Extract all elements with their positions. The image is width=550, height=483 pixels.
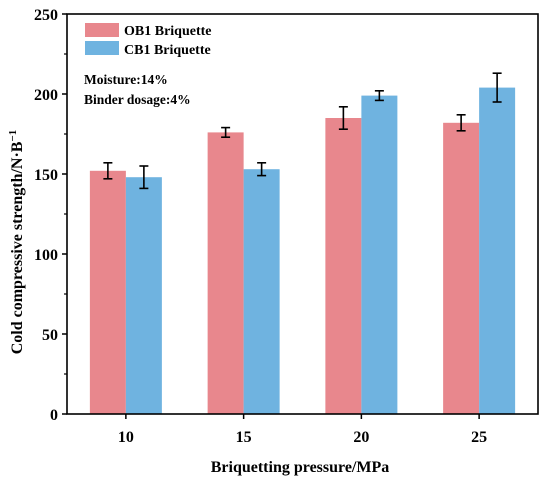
x-tick-label-25: 25 [471,429,487,446]
y-tick-label-100: 100 [34,247,58,264]
bar-ob1-15 [207,132,244,414]
bars-layer [89,87,516,415]
error-bar-ob1-15 [221,126,231,138]
error-bar-cb1-15 [257,162,267,177]
legend-label-ob1: OB1 Briquette [124,24,212,39]
bar-cb1-20 [361,95,398,414]
legend-label-cb1: CB1 Briquette [124,43,211,58]
y-tick-label-0: 0 [50,407,58,424]
x-tick-label-20: 20 [353,429,369,446]
bar-ob1-25 [443,122,480,415]
error-bar-cb1-25 [492,72,502,103]
y-axis-title: Cold compressive strength/N·B−1 [7,130,26,355]
annotation-moisture: Moisture:14% [84,72,168,87]
bar-ob1-20 [325,118,362,414]
plot-frame [66,13,539,415]
error-bar-ob1-20 [338,106,348,130]
bar-cb1-10 [125,177,162,414]
error-bar-ob1-10 [103,162,113,180]
x-tick-label-10: 10 [118,429,134,446]
y-tick-label-150: 150 [34,167,58,184]
legend: OB1 Briquette CB1 Briquette [85,23,212,58]
error-bar-cb1-20 [374,90,384,102]
error-bar-ob1-25 [456,114,466,132]
legend-swatch-ob1 [85,23,119,37]
bar-cb1-25 [479,87,516,414]
x-axis-title: Briquetting pressure/MPa [211,459,390,476]
y-tick-label-50: 50 [42,327,58,344]
error-bar-cb1-10 [139,165,149,190]
bar-cb1-15 [243,169,280,414]
error-bars-layer [103,72,502,190]
annotation-binder-dosage: Binder dosage:4% [84,92,191,107]
legend-swatch-cb1 [85,41,119,55]
y-tick-label-200: 200 [34,87,58,104]
y-tick-label-250: 250 [34,7,58,24]
x-tick-label-15: 15 [236,429,252,446]
bar-ob1-10 [89,170,126,414]
